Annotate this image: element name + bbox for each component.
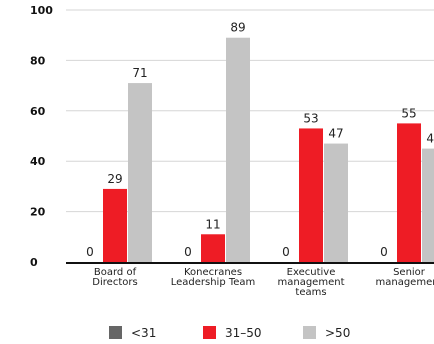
value-label: 55 bbox=[401, 106, 416, 120]
bar-1-1 bbox=[201, 234, 225, 262]
value-label: 11 bbox=[205, 217, 220, 231]
category-label-line: management bbox=[376, 277, 434, 288]
legend-label: >50 bbox=[325, 326, 350, 340]
legend-swatch bbox=[303, 326, 316, 339]
legend: <31 31–50 >50 bbox=[109, 326, 350, 340]
bar-1-2 bbox=[226, 37, 250, 262]
value-label: 0 bbox=[380, 245, 388, 259]
legend-label: 31–50 bbox=[225, 326, 262, 340]
y-tick-label: 0 bbox=[30, 256, 38, 269]
value-labels: 0 29 71 0 11 89 0 53 47 0 55 45 bbox=[86, 21, 434, 259]
value-label: 0 bbox=[86, 245, 94, 259]
category-label-line: Executive bbox=[287, 267, 336, 278]
value-label: 45 bbox=[426, 132, 434, 146]
value-label: 0 bbox=[282, 245, 290, 259]
category-label: Executive management teams bbox=[278, 267, 345, 298]
category-label: Konecranes Leadership Team bbox=[171, 267, 256, 288]
value-label: 71 bbox=[132, 66, 147, 80]
bar-2-2 bbox=[324, 143, 348, 262]
value-label: 53 bbox=[303, 111, 318, 125]
y-axis-ticks: 0 20 40 60 80 100 bbox=[30, 4, 53, 269]
bar-3-2 bbox=[422, 148, 434, 262]
category-label-line: Konecranes bbox=[184, 267, 242, 278]
bar-2-1 bbox=[299, 128, 323, 262]
value-label: 29 bbox=[107, 172, 122, 186]
category-label: Seniormanagement bbox=[376, 267, 434, 288]
y-tick-label: 100 bbox=[30, 4, 53, 17]
category-label-line: teams bbox=[295, 287, 326, 298]
bars bbox=[103, 37, 434, 263]
category-label-line: Board of bbox=[94, 267, 137, 278]
y-tick-label: 60 bbox=[30, 105, 46, 118]
bar-3-1 bbox=[397, 123, 421, 263]
legend-label: <31 bbox=[131, 326, 156, 340]
category-label-line: Senior bbox=[393, 267, 426, 278]
legend-swatch bbox=[109, 326, 122, 339]
y-tick-label: 80 bbox=[30, 54, 46, 67]
bar-0-1 bbox=[103, 188, 127, 262]
category-label-line: management bbox=[278, 277, 345, 288]
bar-0-2 bbox=[128, 83, 152, 262]
value-label: 47 bbox=[328, 127, 343, 141]
category-label-line: Directors bbox=[92, 277, 137, 288]
category-labels: Board of Directors Konecranes Leadership Te… bbox=[92, 267, 434, 298]
y-tick-label: 40 bbox=[30, 155, 46, 168]
category-label-line: Leadership Team bbox=[171, 277, 256, 288]
category-label: Board of Directors bbox=[92, 267, 137, 288]
legend-swatch bbox=[203, 326, 216, 339]
value-label: 89 bbox=[230, 21, 245, 35]
y-tick-label: 20 bbox=[30, 206, 46, 219]
value-label: 0 bbox=[184, 245, 192, 259]
